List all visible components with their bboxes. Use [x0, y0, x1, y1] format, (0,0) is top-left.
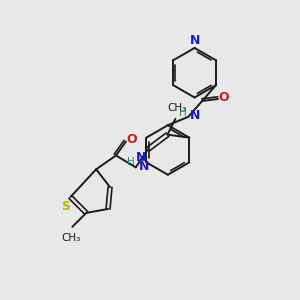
Text: S: S: [61, 200, 70, 213]
Text: N: N: [139, 160, 149, 173]
Text: N: N: [190, 109, 201, 122]
Text: O: O: [127, 133, 137, 146]
Text: CH₃: CH₃: [168, 103, 187, 113]
Text: H: H: [127, 158, 135, 167]
Text: CH₃: CH₃: [62, 233, 81, 243]
Text: H: H: [178, 108, 186, 118]
Text: N: N: [189, 34, 200, 47]
Text: N: N: [136, 152, 147, 164]
Text: O: O: [219, 92, 229, 104]
